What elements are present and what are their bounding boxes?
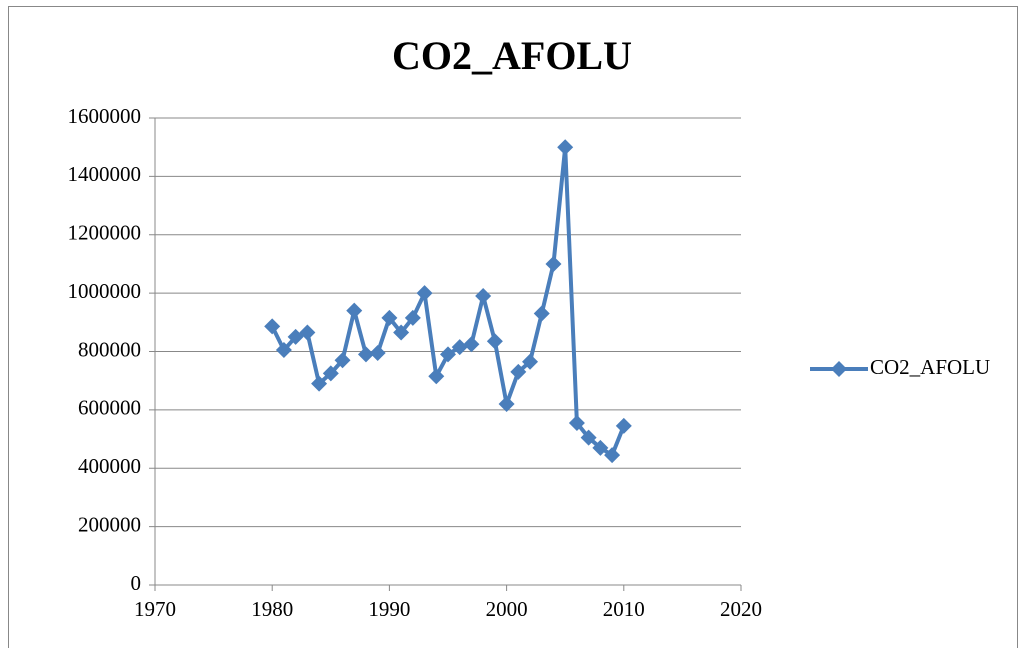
marker [311,375,328,392]
marker [580,429,597,446]
marker [451,339,468,356]
marker [615,417,632,434]
marker [498,396,515,413]
x-tick-label: 2010 [603,597,645,621]
marker [440,346,456,363]
marker [533,305,550,322]
marker [416,285,433,302]
x-tick-label: 1980 [251,597,293,621]
marker [604,447,621,464]
marker [557,139,574,156]
marker [264,318,281,335]
marker [357,346,374,363]
legend-marker [831,361,847,377]
marker [322,365,339,382]
y-tick-label: 200000 [78,512,141,536]
marker [299,324,316,341]
y-tick-label: 0 [131,571,142,595]
marker [346,302,363,319]
y-tick-label: 800000 [78,337,141,361]
y-tick-label: 1400000 [68,162,142,186]
marker [428,368,445,385]
marker [334,352,351,369]
marker [463,336,480,353]
x-tick-label: 2000 [486,597,528,621]
y-tick-label: 1600000 [68,104,142,128]
marker [369,344,386,361]
marker [475,288,492,305]
marker [393,324,410,341]
marker [545,255,562,272]
marker [275,342,292,359]
y-tick-label: 600000 [78,396,141,420]
x-tick-label: 2020 [720,597,762,621]
marker [522,353,539,370]
marker [381,309,398,326]
y-tick-label: 1000000 [68,279,142,303]
marker [510,363,527,380]
chart-border [8,6,1018,648]
legend-label: CO2_AFOLU [870,355,990,379]
marker [404,309,421,326]
chart-title: CO2_AFOLU [392,33,632,78]
marker [486,333,503,350]
y-tick-label: 1200000 [68,221,142,245]
marker [568,415,585,432]
marker [592,439,609,456]
x-tick-label: 1970 [134,597,176,621]
y-tick-label: 400000 [78,454,141,478]
marker [287,328,304,345]
x-tick-label: 1990 [368,597,410,621]
